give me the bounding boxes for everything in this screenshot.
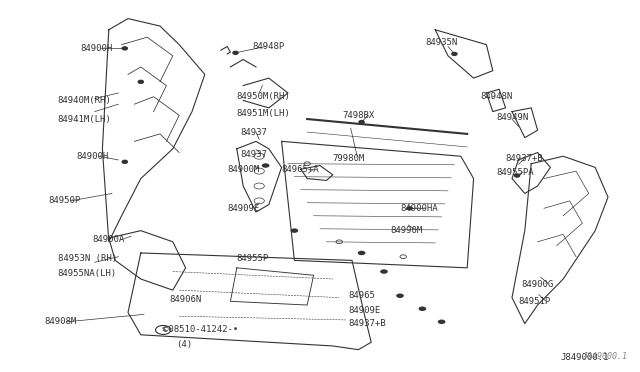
Circle shape	[233, 51, 238, 54]
Circle shape	[358, 251, 365, 255]
Text: 84941M(LH): 84941M(LH)	[58, 115, 111, 124]
Text: 84948P: 84948P	[253, 42, 285, 51]
Text: 84937: 84937	[240, 150, 267, 159]
Text: 84990M: 84990M	[390, 226, 422, 235]
Circle shape	[452, 52, 457, 55]
Text: 84955P: 84955P	[237, 254, 269, 263]
Text: (4): (4)	[176, 340, 192, 349]
Circle shape	[122, 47, 127, 50]
Text: 84937: 84937	[240, 128, 267, 137]
Circle shape	[291, 228, 298, 233]
Text: 84900HA: 84900HA	[400, 204, 438, 213]
Text: ©08510-41242-•: ©08510-41242-•	[163, 325, 239, 334]
Text: 84955PA: 84955PA	[496, 169, 534, 177]
Text: 84908M: 84908M	[45, 317, 77, 326]
Circle shape	[407, 207, 412, 210]
Text: 84953N (RH): 84953N (RH)	[58, 254, 116, 263]
Text: 84900G: 84900G	[522, 280, 554, 289]
Text: 7498BX: 7498BX	[342, 111, 374, 120]
Text: 84951M(LH): 84951M(LH)	[237, 109, 291, 118]
Circle shape	[419, 307, 426, 311]
Text: 84950P: 84950P	[48, 196, 80, 205]
Circle shape	[262, 163, 269, 168]
Circle shape	[396, 294, 404, 298]
Text: 84965+A: 84965+A	[282, 165, 319, 174]
Circle shape	[438, 320, 445, 324]
Text: 84900H: 84900H	[80, 44, 112, 53]
Text: 84900H: 84900H	[77, 152, 109, 161]
Text: S: S	[161, 327, 165, 333]
Text: 84900M: 84900M	[227, 165, 259, 174]
Text: 84965: 84965	[349, 291, 376, 300]
Text: J849000.1: J849000.1	[560, 353, 609, 362]
Circle shape	[380, 269, 388, 274]
Text: 84937+B: 84937+B	[349, 319, 387, 328]
Circle shape	[515, 174, 520, 177]
Text: 84909E: 84909E	[349, 306, 381, 315]
Text: 84937+B: 84937+B	[506, 154, 543, 163]
Text: 84906N: 84906N	[170, 295, 202, 304]
Text: 84948N: 84948N	[480, 92, 512, 101]
Text: 79980M: 79980M	[333, 154, 365, 163]
Text: 84935N: 84935N	[426, 38, 458, 47]
Text: 84909E: 84909E	[227, 204, 259, 213]
Circle shape	[122, 160, 127, 163]
Text: J849000.1: J849000.1	[582, 352, 627, 361]
Circle shape	[138, 80, 143, 83]
Text: 84949N: 84949N	[496, 113, 528, 122]
Text: 84940M(RH): 84940M(RH)	[58, 96, 111, 105]
Text: 84951P: 84951P	[518, 297, 550, 306]
Text: 84950M(RH): 84950M(RH)	[237, 92, 291, 101]
Text: 84955NA(LH): 84955NA(LH)	[58, 269, 116, 278]
Circle shape	[359, 121, 364, 124]
Text: 84900A: 84900A	[93, 235, 125, 244]
